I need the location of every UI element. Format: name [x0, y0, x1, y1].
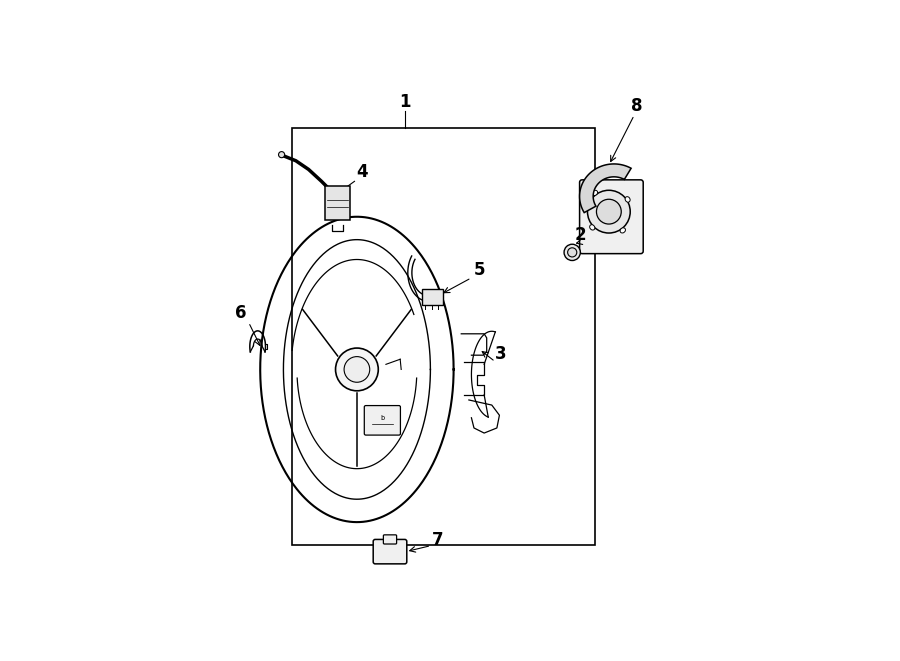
- Text: 6: 6: [235, 305, 247, 323]
- Text: 7: 7: [431, 531, 443, 549]
- Ellipse shape: [626, 197, 630, 202]
- Circle shape: [568, 248, 577, 257]
- Circle shape: [344, 356, 370, 382]
- FancyBboxPatch shape: [326, 186, 350, 219]
- Circle shape: [278, 151, 284, 158]
- Bar: [292, 128, 595, 545]
- Ellipse shape: [620, 228, 625, 233]
- Text: 8: 8: [631, 97, 643, 115]
- Text: 3: 3: [495, 345, 507, 363]
- Ellipse shape: [590, 225, 595, 230]
- FancyBboxPatch shape: [383, 535, 397, 544]
- Circle shape: [564, 244, 580, 260]
- FancyBboxPatch shape: [374, 539, 407, 564]
- FancyBboxPatch shape: [580, 180, 644, 254]
- Text: 4: 4: [356, 163, 368, 181]
- Text: 1: 1: [400, 93, 411, 111]
- Ellipse shape: [592, 190, 598, 196]
- Text: 5: 5: [473, 261, 485, 279]
- Text: b: b: [380, 415, 384, 421]
- FancyBboxPatch shape: [421, 289, 443, 305]
- FancyBboxPatch shape: [364, 406, 400, 435]
- Circle shape: [597, 199, 621, 224]
- Circle shape: [336, 348, 378, 391]
- Circle shape: [588, 190, 630, 233]
- Text: 2: 2: [575, 225, 587, 243]
- Polygon shape: [580, 164, 631, 213]
